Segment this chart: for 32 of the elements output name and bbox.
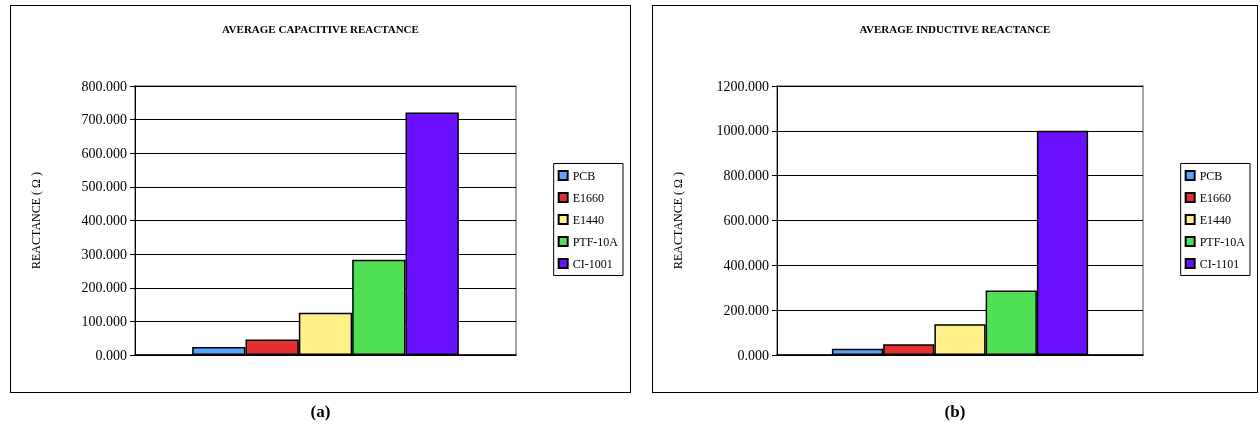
- y-tick-label: 100.000: [81, 313, 127, 329]
- legend-label: E1660: [572, 190, 604, 205]
- chart-title: AVERAGE INDUCTIVE REACTANCE: [859, 22, 1051, 35]
- y-tick-label: 0.000: [737, 347, 769, 363]
- y-axis-title: REACTANCE ( Ω ): [29, 172, 43, 269]
- y-tick-label: 200.000: [723, 302, 769, 318]
- text: (a): [310, 402, 331, 421]
- y-axis-title: REACTANCE ( Ω ): [671, 172, 685, 269]
- legend-label: CI-1001: [572, 256, 613, 271]
- y-tick-label: 600.000: [723, 213, 769, 228]
- y-tick-label: 400.000: [81, 213, 127, 228]
- y-tick-label: 200.000: [81, 280, 127, 296]
- y-tick-label: 800.000: [723, 168, 769, 184]
- y-tick-label: 1200.000: [716, 78, 769, 94]
- y-tick-label: 800.000: [81, 78, 127, 94]
- y-tick-label: 600.000: [81, 145, 127, 161]
- y-tick-label: 0.000: [95, 347, 127, 363]
- y-tick-label: 700.000: [81, 112, 127, 128]
- legend-label: PTF-10A: [1199, 234, 1246, 249]
- legend-label: PTF-10A: [572, 234, 619, 249]
- y-tick-label: 1000.000: [716, 123, 769, 139]
- y-tick-label: 400.000: [723, 257, 769, 273]
- y-tick-label: 300.000: [81, 246, 127, 262]
- chart-title: AVERAGE CAPACITIVE REACTANCE: [222, 22, 419, 35]
- legend-label: E1440: [572, 212, 604, 227]
- legend-label: CI-1101: [1199, 256, 1240, 271]
- y-tick-label: 500.000: [81, 179, 127, 195]
- legend-label: PCB: [1199, 168, 1223, 183]
- legend-label: E1660: [1199, 190, 1231, 205]
- legend-label: E1440: [1199, 212, 1231, 227]
- text: (b): [944, 402, 966, 421]
- legend-label: PCB: [572, 168, 596, 183]
